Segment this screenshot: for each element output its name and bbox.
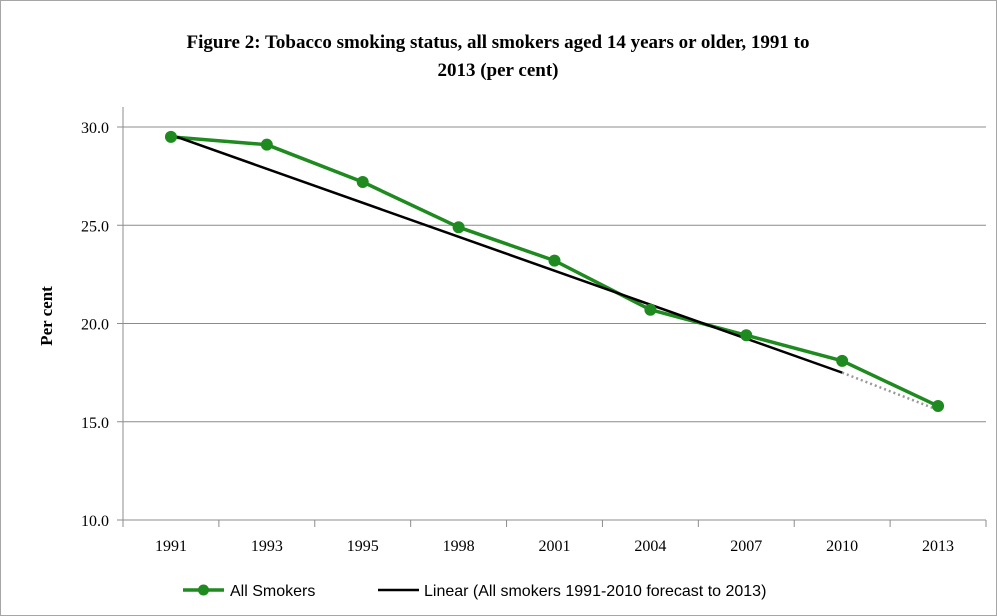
- data-point-1991: [164, 130, 177, 143]
- x-tick-label-2004: 2004: [634, 538, 666, 555]
- data-point-2007: [740, 329, 753, 342]
- y-tick-label-0: 10.0: [81, 513, 109, 530]
- trendline-forecast-segment: [841, 371, 939, 412]
- x-tick-label-1991: 1991: [155, 538, 187, 555]
- gridlines: [123, 126, 986, 423]
- y-tick-labels: 10.0 15.0 20.0 25.0 30.0: [81, 120, 109, 530]
- data-point-2013: [932, 400, 945, 413]
- data-point-2001: [548, 254, 561, 267]
- chart-title-line-2: 2013 (per cent): [437, 60, 558, 81]
- x-tick-label-1993: 1993: [251, 538, 283, 555]
- y-tick-label-3: 25.0: [81, 218, 109, 235]
- legend-all-smokers-label: All Smokers: [230, 583, 315, 600]
- x-tick-label-2007: 2007: [730, 538, 762, 555]
- data-point-2010: [836, 354, 849, 367]
- x-tick-label-2010: 2010: [826, 538, 858, 555]
- data-point-1995: [356, 176, 369, 189]
- legend-all-smokers-marker: [198, 584, 209, 596]
- y-axis-label: Per cent: [37, 286, 56, 346]
- legend-linear-trend-label: Linear (All smokers 1991-2010 forecast t…: [424, 583, 766, 600]
- x-tick-label-1998: 1998: [443, 538, 475, 555]
- x-tick-label-2013: 2013: [922, 538, 954, 555]
- x-tick-label-2001: 2001: [539, 538, 571, 555]
- y-tick-label-1: 15.0: [81, 415, 109, 432]
- y-tick-label-2: 20.0: [81, 317, 109, 334]
- axes: [117, 107, 987, 527]
- data-point-1993: [260, 138, 273, 151]
- data-point-1998: [452, 221, 465, 234]
- trendline-fitted-segment: [170, 133, 843, 374]
- x-tick-labels: 1991 1993 1995 1998 2001 2004 2007 2010 2013: [155, 538, 954, 555]
- data-point-2004: [644, 303, 657, 316]
- series: [164, 130, 945, 413]
- legend: All Smokers Linear (All smokers 1991-201…: [183, 583, 766, 600]
- y-tick-label-4: 30.0: [81, 120, 109, 137]
- chart-title-line-1: Figure 2: Tobacco smoking status, all sm…: [187, 32, 810, 53]
- x-tick-label-1995: 1995: [347, 538, 379, 555]
